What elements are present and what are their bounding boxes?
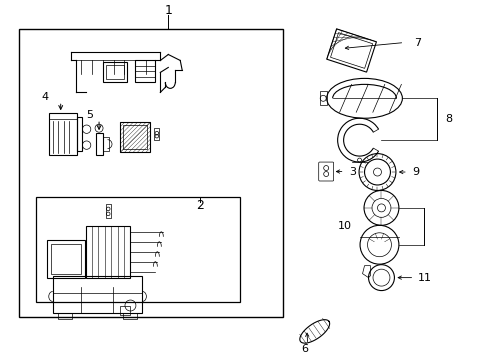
Text: 1: 1 [164,4,172,17]
Text: 6: 6 [301,345,307,354]
Text: 8: 8 [444,114,451,124]
Bar [51,244,81,274]
Bar [102,62,127,82]
Bar [53,276,142,314]
Bar [120,122,150,152]
Text: 2: 2 [196,199,203,212]
Bar [47,240,84,278]
Bar [36,197,240,302]
Bar [123,314,137,319]
Bar [105,204,111,218]
Text: 11: 11 [417,273,431,283]
Text: 4: 4 [41,92,48,102]
Bar [135,60,155,82]
Bar [319,91,326,105]
Bar [85,226,130,278]
Bar [120,306,130,315]
Bar [123,125,147,149]
Bar [105,66,124,80]
Text: 9: 9 [411,167,418,177]
Bar [77,117,81,151]
Bar [102,137,108,151]
Bar [58,314,72,319]
Bar [49,113,77,155]
Bar [154,128,159,140]
Bar [19,28,282,318]
Text: 3: 3 [349,167,356,176]
Text: 7: 7 [413,37,420,48]
Bar [95,133,102,155]
Text: 10: 10 [337,221,351,231]
Text: 5: 5 [86,110,93,120]
